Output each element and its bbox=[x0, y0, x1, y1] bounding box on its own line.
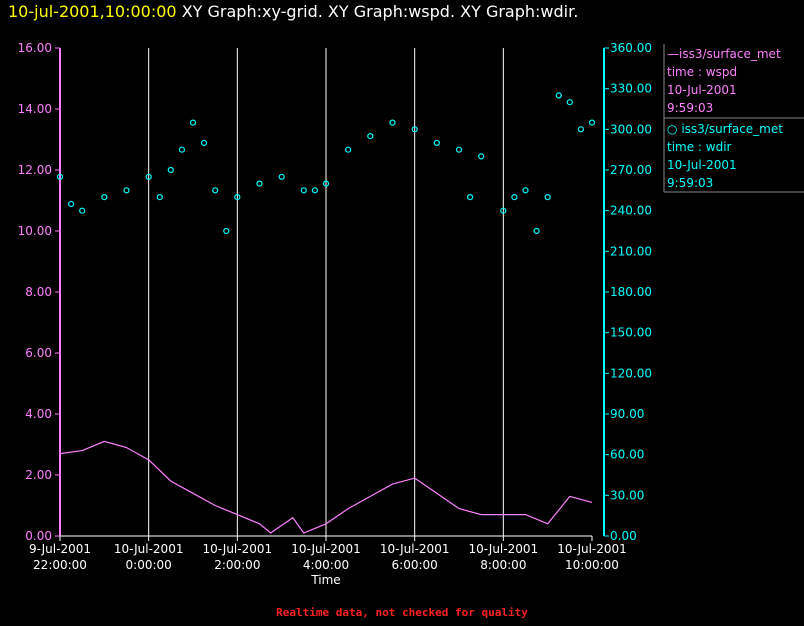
x-tick-date: 10-Jul-2001 bbox=[291, 542, 361, 556]
left-tick-label: 14.00 bbox=[18, 102, 52, 116]
left-tick-label: 2.00 bbox=[25, 468, 52, 482]
wdir-point bbox=[101, 194, 108, 201]
wdir-point bbox=[311, 187, 318, 194]
right-tick-label: 360.00 bbox=[610, 41, 652, 55]
x-tick-date: 10-Jul-2001 bbox=[557, 542, 627, 556]
circle-icon: ○ bbox=[667, 122, 678, 136]
wdir-point bbox=[455, 146, 463, 153]
wdir-point bbox=[234, 194, 241, 201]
x-tick-time: 4:00:00 bbox=[303, 558, 349, 572]
wspd-series bbox=[59, 440, 593, 534]
wdir-point bbox=[212, 187, 219, 194]
right-tick-label: 330.00 bbox=[610, 82, 652, 96]
legend-wspd-time: 9:59:03 bbox=[667, 101, 714, 115]
wdir-point bbox=[189, 119, 197, 126]
wdir-point bbox=[145, 173, 152, 180]
wdir-point bbox=[201, 139, 208, 146]
wdir-point bbox=[511, 194, 518, 201]
right-tick-label: 210.00 bbox=[610, 244, 652, 258]
wspd-line bbox=[59, 440, 593, 534]
right-tick-label: 30.00 bbox=[610, 488, 644, 502]
wdir-point bbox=[544, 194, 551, 201]
wdir-point bbox=[256, 180, 263, 187]
title-timestamp: 10-jul-2001,10:00:00 bbox=[8, 2, 177, 21]
x-axis-label: Time bbox=[310, 573, 340, 587]
left-tick-label: 12.00 bbox=[18, 163, 52, 177]
legend-wspd: —iss3/surface_met time : wspd 10-Jul-200… bbox=[667, 45, 781, 117]
right-tick-label: 0.00 bbox=[610, 529, 637, 543]
x-tick-date: 9-Jul-2001 bbox=[29, 542, 91, 556]
x-tick-time: 0:00:00 bbox=[126, 558, 172, 572]
legend-wspd-field: time : wspd bbox=[667, 65, 738, 79]
wdir-point bbox=[478, 153, 485, 160]
wdir-point bbox=[389, 119, 396, 126]
x-tick-time: 8:00:00 bbox=[480, 558, 526, 572]
wdir-point bbox=[223, 227, 230, 235]
wdir-series bbox=[56, 92, 596, 235]
x-tick-time: 6:00:00 bbox=[392, 558, 438, 572]
x-tick-time: 10:00:00 bbox=[565, 558, 619, 572]
wdir-point bbox=[522, 187, 529, 194]
right-tick-label: 60.00 bbox=[610, 448, 644, 462]
left-tick-label: 0.00 bbox=[25, 529, 52, 543]
wdir-point bbox=[178, 146, 185, 153]
time-grid bbox=[148, 48, 504, 536]
wdir-point bbox=[56, 173, 64, 180]
graph-title: 10-jul-2001,10:00:00 XY Graph:xy-grid. X… bbox=[8, 2, 578, 21]
wdir-point bbox=[322, 180, 330, 187]
wdir-point bbox=[467, 194, 474, 201]
legend-wdir-date: 10-Jul-2001 bbox=[667, 158, 737, 172]
wdir-point bbox=[588, 119, 596, 126]
wdir-point bbox=[278, 173, 285, 180]
wdir-point bbox=[555, 92, 562, 99]
wdir-point bbox=[533, 227, 540, 235]
wdir-point bbox=[577, 126, 585, 133]
x-tick-date: 10-Jul-2001 bbox=[114, 542, 184, 556]
right-tick-label: 270.00 bbox=[610, 163, 652, 177]
left-tick-label: 16.00 bbox=[18, 41, 52, 55]
wdir-point bbox=[300, 187, 307, 194]
wdir-point bbox=[67, 200, 75, 207]
x-axis: 9-Jul-2001 22:00:00 10-Jul-2001 0:00:00 10-J… bbox=[29, 535, 627, 587]
right-tick-label: 90.00 bbox=[610, 407, 644, 421]
right-tick-label: 150.00 bbox=[610, 326, 652, 340]
x-tick-date: 10-Jul-2001 bbox=[380, 542, 450, 556]
x-tick-date: 10-Jul-2001 bbox=[203, 542, 273, 556]
wdir-point bbox=[566, 99, 573, 106]
left-y-axis: 0.00 2.00 4.00 6.00 8.00 10.00 12.00 14.00 16.00 bbox=[18, 41, 61, 543]
legend-wdir-source: ○ iss3/surface_met bbox=[667, 122, 783, 136]
left-tick-label: 10.00 bbox=[18, 224, 52, 238]
wdir-point bbox=[79, 207, 86, 214]
right-tick-label: 300.00 bbox=[610, 122, 652, 136]
wdir-point bbox=[156, 194, 163, 201]
legend-wdir: ○ iss3/surface_met time : wdir 10-Jul-20… bbox=[667, 120, 783, 192]
wdir-point bbox=[500, 207, 507, 214]
right-y-axis: 0.00 30.00 60.00 90.00 120.00 150.00 180.00 210… bbox=[603, 41, 652, 543]
left-tick-label: 6.00 bbox=[25, 346, 52, 360]
wdir-point bbox=[433, 139, 440, 146]
wdir-point bbox=[367, 133, 374, 140]
x-tick-time: 2:00:00 bbox=[214, 558, 260, 572]
legend-wspd-source: —iss3/surface_met bbox=[667, 47, 781, 61]
left-tick-label: 4.00 bbox=[25, 407, 52, 421]
legend-wdir-field: time : wdir bbox=[667, 140, 732, 154]
quality-notice: Realtime data, not checked for quality bbox=[276, 606, 528, 619]
left-tick-label: 8.00 bbox=[25, 285, 52, 299]
title-graphs: XY Graph:xy-grid. XY Graph:wspd. XY Grap… bbox=[181, 2, 579, 21]
x-tick-date: 10-Jul-2001 bbox=[469, 542, 539, 556]
wdir-point bbox=[167, 166, 174, 174]
right-tick-label: 240.00 bbox=[610, 204, 652, 218]
wdir-point bbox=[345, 146, 352, 153]
right-tick-label: 120.00 bbox=[610, 366, 652, 380]
x-tick-time: 22:00:00 bbox=[33, 558, 87, 572]
right-tick-label: 180.00 bbox=[610, 285, 652, 299]
legend-wspd-date: 10-Jul-2001 bbox=[667, 83, 737, 97]
legend-wdir-time: 9:59:03 bbox=[667, 176, 714, 190]
wdir-point bbox=[411, 126, 418, 133]
wdir-point bbox=[123, 187, 130, 194]
